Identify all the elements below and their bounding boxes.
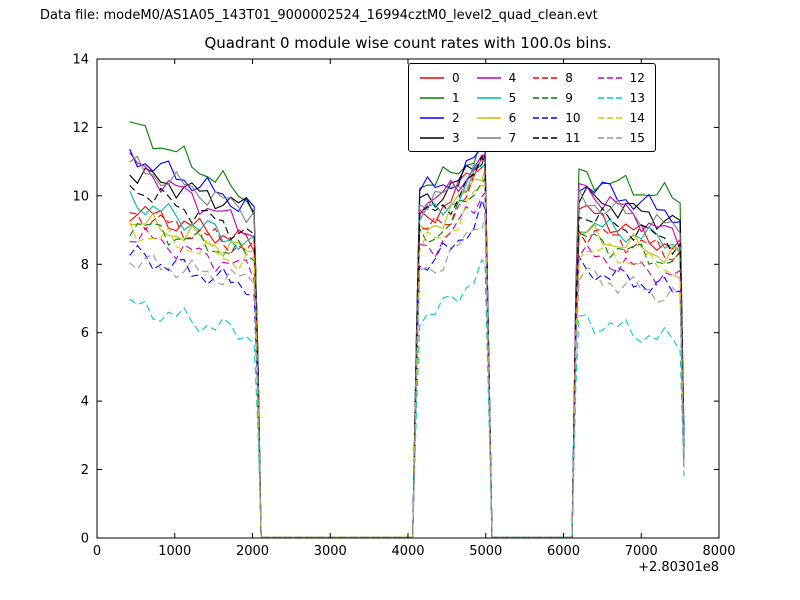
legend-item: 4 — [476, 69, 517, 86]
legend-label: 3 — [452, 130, 460, 145]
legend-label: 0 — [452, 70, 460, 85]
legend-label: 11 — [565, 130, 581, 145]
legend-line-sample — [597, 96, 622, 99]
series-10-line — [129, 198, 685, 538]
y-tick-label: 8 — [81, 258, 89, 273]
series-14-line — [129, 184, 685, 538]
legend-line-sample — [420, 136, 444, 139]
legend-line-sample — [420, 116, 444, 119]
series-0-line — [129, 153, 685, 538]
legend-line-sample — [476, 96, 501, 99]
legend-item: 8 — [532, 69, 580, 86]
legend-line-sample — [533, 76, 558, 79]
legend-line-sample — [533, 116, 558, 119]
legend-label: 12 — [629, 70, 645, 85]
legend-line-sample — [476, 136, 501, 139]
legend-item: 10 — [532, 109, 581, 126]
x-tick-label: 3000 — [314, 544, 347, 559]
legend-item: 6 — [476, 109, 517, 126]
x-tick-label: 0 — [93, 544, 101, 559]
legend-label: 4 — [508, 70, 517, 85]
legend-item: 12 — [597, 69, 645, 86]
series-12-line — [129, 190, 685, 538]
legend-item: 15 — [597, 129, 645, 146]
series-8-line — [129, 166, 685, 538]
legend-line-sample — [420, 76, 444, 79]
chart-title: Quadrant 0 module wise count rates with … — [204, 34, 612, 52]
legend-label: 5 — [508, 90, 517, 105]
y-tick-label: 14 — [72, 53, 89, 68]
legend-line-sample — [597, 136, 622, 139]
legend-label: 9 — [565, 90, 573, 105]
x-tick-label: 6000 — [547, 544, 580, 559]
series-2-line — [129, 145, 685, 538]
x-tick-label: 2000 — [236, 544, 269, 559]
legend-item: 9 — [532, 89, 580, 106]
legend-item: 7 — [476, 129, 517, 146]
x-tick-label: 5000 — [469, 544, 502, 559]
legend-item: 2 — [419, 109, 460, 126]
legend-line-sample — [420, 96, 444, 99]
legend-item: 0 — [419, 69, 460, 86]
legend-item: 5 — [476, 89, 517, 106]
x-tick-label: 1000 — [158, 544, 191, 559]
series-9-line — [129, 177, 685, 538]
legend-line-sample — [597, 76, 622, 79]
series-13-line — [129, 258, 685, 538]
legend-label: 2 — [452, 110, 460, 125]
series-15-line — [129, 216, 685, 538]
x-tick-label: 8000 — [702, 544, 735, 559]
y-tick-label: 4 — [81, 395, 89, 410]
legend-item: 14 — [597, 109, 645, 126]
series-lines — [129, 121, 685, 538]
legend-line-sample — [597, 116, 622, 119]
legend-line-sample — [476, 76, 501, 79]
legend-label: 13 — [629, 90, 645, 105]
y-tick-label: 10 — [72, 189, 89, 204]
legend: 0 1 2 3 4 5 6 7 8 9 10 11 12 13 14 15 — [408, 63, 656, 152]
legend-item: 1 — [419, 89, 460, 106]
y-tick-label: 6 — [81, 326, 89, 341]
x-axis-offset-label: +2.80301e8 — [638, 560, 719, 575]
y-tick-label: 0 — [81, 532, 89, 547]
legend-item: 3 — [419, 129, 460, 146]
legend-label: 8 — [565, 70, 573, 85]
series-11-line — [129, 155, 685, 538]
series-5-line — [129, 163, 685, 538]
x-tick-label: 4000 — [391, 544, 424, 559]
x-tick-label: 7000 — [625, 544, 658, 559]
legend-label: 15 — [629, 130, 645, 145]
legend-line-sample — [533, 136, 558, 139]
series-6-line — [129, 168, 685, 538]
series-3-line — [129, 154, 685, 538]
legend-item: 11 — [532, 129, 581, 146]
legend-line-sample — [533, 96, 558, 99]
legend-line-sample — [476, 116, 501, 119]
y-tick-label: 12 — [72, 121, 89, 136]
y-tick-label: 2 — [81, 463, 89, 478]
legend-label: 6 — [508, 110, 517, 125]
legend-label: 10 — [565, 110, 581, 125]
data-file-label: Data file: modeM0/AS1A05_143T01_90000025… — [40, 8, 598, 23]
series-7-line — [129, 155, 685, 538]
series-4-line — [129, 152, 685, 538]
series-1-line — [129, 121, 685, 538]
legend-label: 1 — [452, 90, 460, 105]
legend-label: 14 — [629, 110, 645, 125]
legend-item: 13 — [597, 89, 645, 106]
legend-label: 7 — [508, 130, 517, 145]
